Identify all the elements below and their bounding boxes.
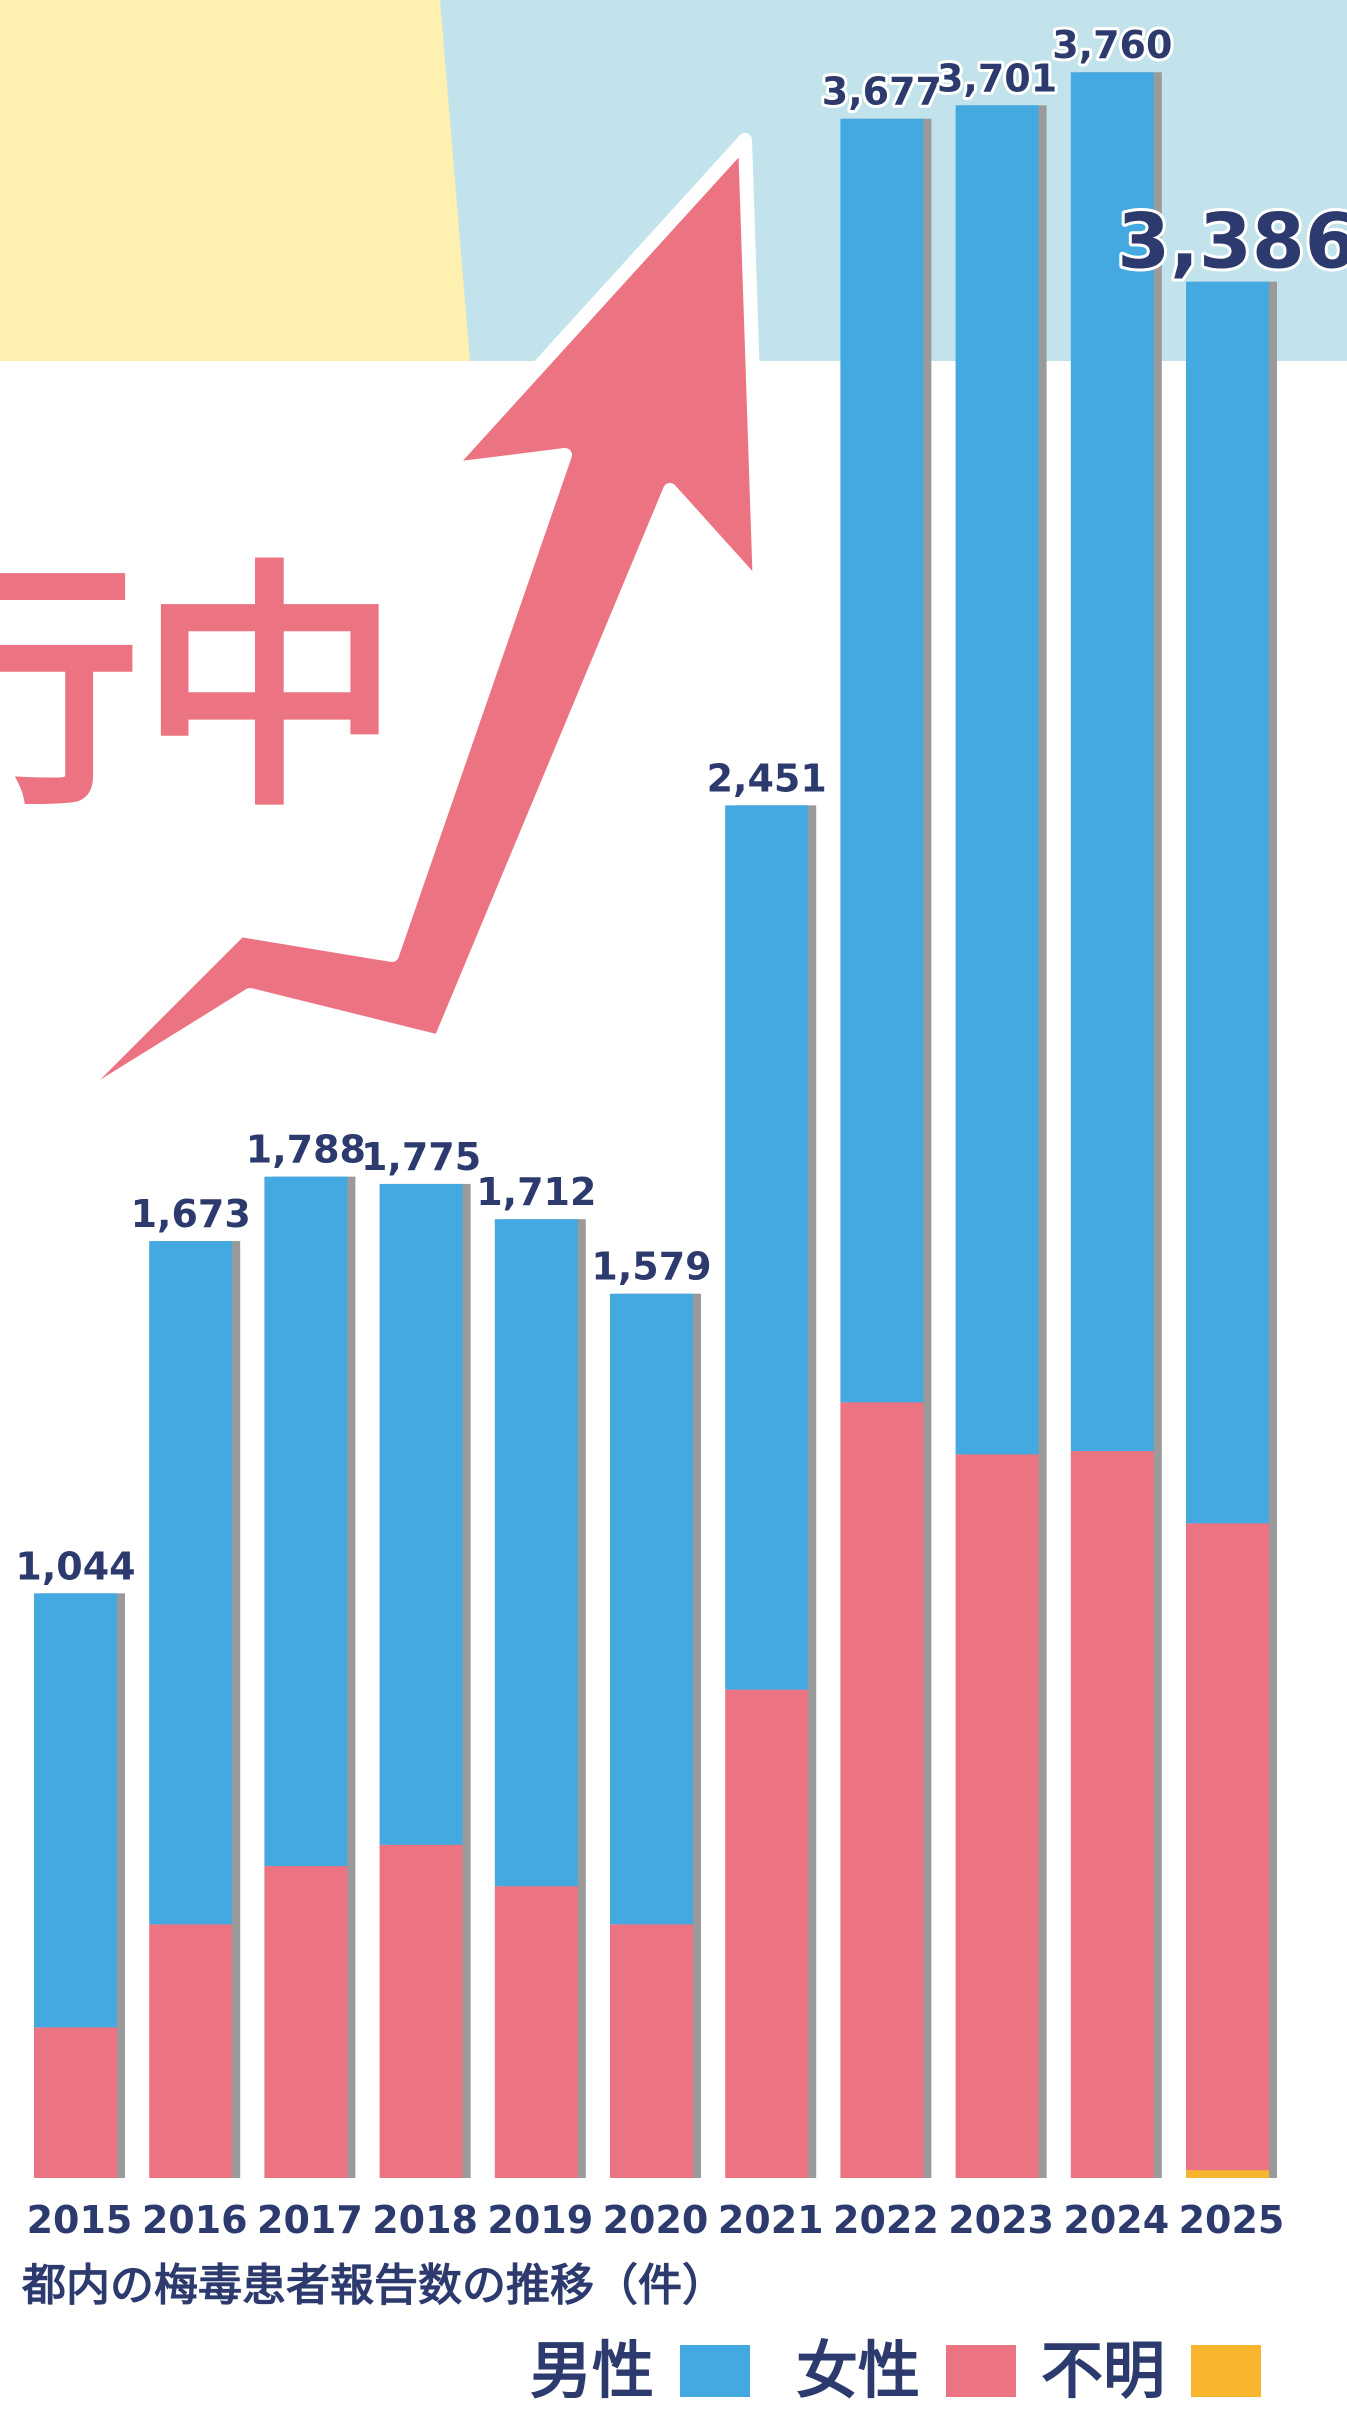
bar-segment: [610, 1924, 693, 2178]
bar-segment: [610, 1294, 693, 1925]
caption: 都内の梅毒患者報告数の推移（件）: [21, 2260, 726, 2311]
total-label: 1,044: [15, 1544, 135, 1588]
total-label: 1,579: [591, 1245, 711, 1289]
legend-label: 不明: [1041, 2334, 1165, 2407]
illustration: [0, 0, 470, 361]
bar-segment: [1071, 1451, 1154, 2178]
x-tick-label: 2024: [1063, 2198, 1169, 2242]
x-tick-label: 2025: [1179, 2198, 1285, 2242]
total-label: 3,677: [822, 70, 942, 114]
total-label: 3,701: [937, 56, 1057, 100]
bar-segment: [149, 1241, 232, 1924]
bar-segment: [380, 1184, 463, 1845]
bar-segment: [956, 105, 1039, 1454]
bar-segment: [34, 2027, 117, 2178]
total-label: 2,451: [707, 756, 827, 800]
legend-swatch: [946, 2345, 1016, 2397]
bar-segment: [380, 1845, 463, 2178]
bar-segment: [1186, 1523, 1269, 2170]
x-tick-label: 2016: [142, 2198, 248, 2242]
x-tick-label: 2023: [948, 2198, 1054, 2242]
bar-segment: [264, 1177, 347, 1866]
bar-segment: [840, 1402, 923, 2178]
bar-segment: [725, 805, 808, 1689]
page: {"chart_data": {"type": "stacked-bar", "…: [0, 0, 1347, 2407]
bar-segment: [725, 1690, 808, 2178]
x-tick-label: 2019: [487, 2198, 593, 2242]
legend-label: 男性: [530, 2334, 654, 2407]
total-label: 3,760: [1052, 23, 1172, 67]
total-label: 3,386: [1117, 197, 1347, 286]
total-label: 1,775: [361, 1135, 481, 1179]
total-label: 1,788: [246, 1128, 366, 1172]
bar-segment: [840, 119, 923, 1403]
x-tick-label: 2022: [833, 2198, 939, 2242]
total-label: 1,673: [131, 1192, 251, 1236]
legend-swatch: [680, 2345, 750, 2397]
chart: 行中 都内の梅毒患者報告数の推移（件） 1,044 2015 1,673 2016 1,…: [0, 0, 1347, 2407]
x-tick-label: 2017: [257, 2198, 363, 2242]
x-tick-label: 2020: [603, 2198, 709, 2242]
total-label: 1,712: [476, 1170, 596, 1214]
x-tick-label: 2018: [372, 2198, 478, 2242]
bar-segment: [149, 1924, 232, 2178]
banner-text: 行中: [0, 540, 400, 842]
bar-segment: [495, 1886, 578, 2178]
bar-segment: [956, 1454, 1039, 2178]
x-tick-label: 2015: [27, 2198, 133, 2242]
bar-segment: [264, 1866, 347, 2178]
bar-segment: [34, 1593, 117, 2027]
bar-segment: [1186, 282, 1269, 1524]
legend-label: 女性: [796, 2334, 920, 2407]
legend-swatch: [1191, 2345, 1261, 2397]
x-tick-label: 2021: [718, 2198, 824, 2242]
bar-segment: [1186, 2170, 1269, 2178]
bar-segment: [495, 1219, 578, 1886]
